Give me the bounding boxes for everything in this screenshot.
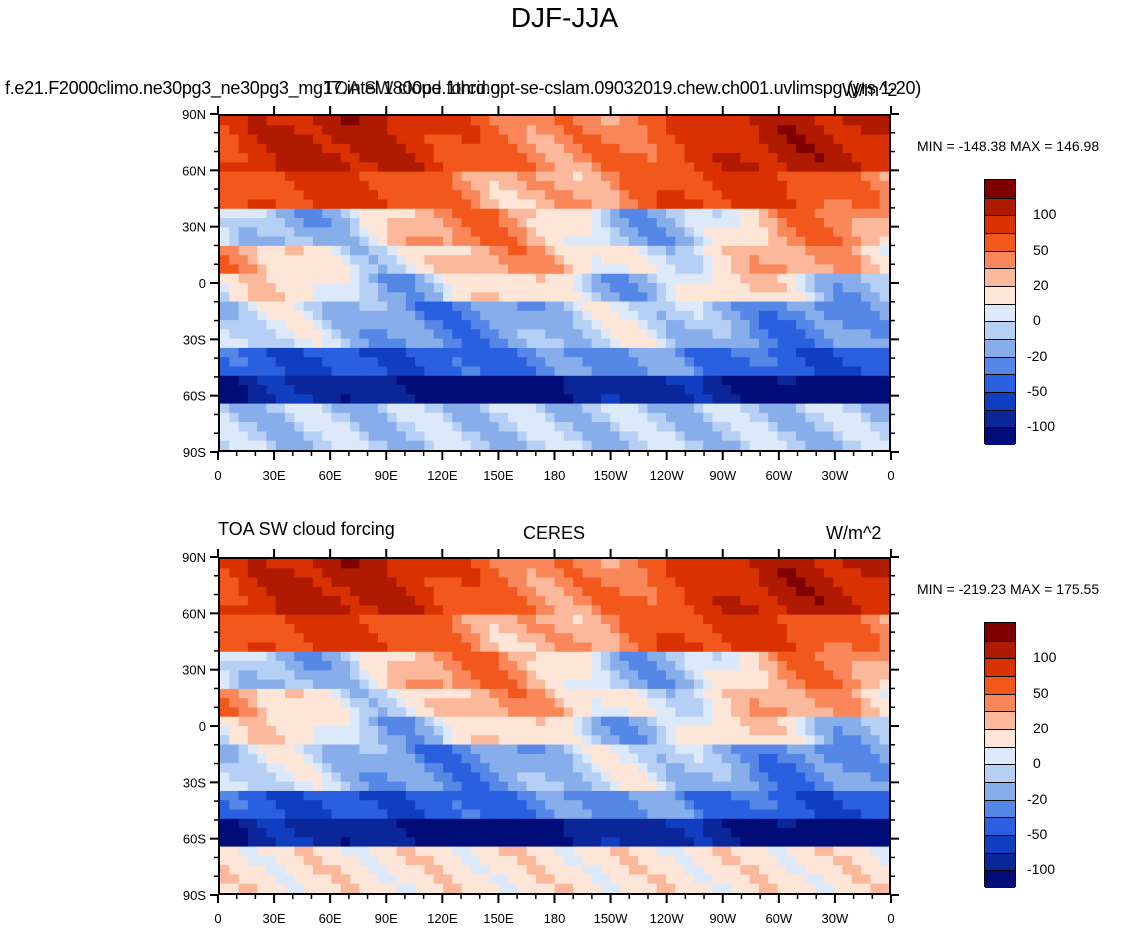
- lat-tick-label: 90S: [183, 445, 206, 460]
- lon-tick-label: 30E: [263, 911, 286, 926]
- lon-tick-label: 90E: [375, 911, 398, 926]
- colorbar-swatch: [985, 338, 1015, 357]
- colorbar-swatch: [985, 764, 1015, 782]
- lon-tick-label: 150W: [594, 911, 629, 926]
- lat-tick-label: 60S: [183, 832, 206, 847]
- colorbar-label: 0: [1033, 312, 1041, 329]
- figure-title: DJF-JJA: [510, 2, 619, 33]
- colorbar-label: 50: [1033, 241, 1049, 258]
- lon-tick-label: 60E: [319, 911, 342, 926]
- lat-tick-label: 30S: [183, 332, 206, 347]
- lon-tick-label: 60W: [765, 911, 792, 926]
- lat-tick-label: 90N: [182, 107, 206, 122]
- colorbar-label: -100: [1027, 418, 1056, 435]
- colorbar-label: -50: [1027, 826, 1048, 842]
- colorbar-swatch: [985, 356, 1015, 375]
- colorbar-swatch: [985, 285, 1015, 304]
- colorbar-swatch: [985, 834, 1015, 853]
- colorbar-label: 100: [1033, 649, 1057, 666]
- colorbar-label: 0: [1033, 755, 1041, 772]
- colorbar-swatch: [985, 623, 1015, 641]
- colorbar-label: -20: [1027, 347, 1048, 364]
- colorbar-swatch: [985, 799, 1015, 818]
- colorbar-swatch: [985, 675, 1015, 694]
- lat-tick-label: 90N: [182, 550, 206, 565]
- colorbar-swatch: [985, 852, 1015, 871]
- lon-tick-label: 60E: [319, 468, 342, 483]
- colorbar-swatch: [985, 374, 1015, 392]
- colorbar-swatch: [985, 427, 1015, 445]
- lat-tick-label: 30S: [183, 775, 206, 790]
- lat-tick-label: 30N: [182, 220, 206, 235]
- lon-tick-label: 120W: [650, 911, 685, 926]
- colorbar-swatch: [985, 870, 1015, 888]
- panel2-variable-title: TOA SW cloud forcing: [218, 519, 395, 539]
- lon-tick-label: 120E: [427, 911, 458, 926]
- lat-tick-label: 0: [199, 719, 206, 734]
- colorbar-swatch: [985, 197, 1015, 216]
- panel1-case-title: f.e21.F2000climo.ne30pg3_ne30pg3_mg17.in…: [5, 78, 921, 98]
- panel1-minmax: MIN = -148.38 MAX = 146.98: [917, 138, 1100, 154]
- colorbar-swatch: [985, 817, 1015, 835]
- colorbar-swatch: [985, 711, 1015, 729]
- panel1-variable-title: TOA SW cloud forcing: [323, 78, 501, 98]
- lat-tick-label: 60N: [182, 606, 206, 621]
- colorbar-label: -100: [1027, 861, 1056, 878]
- colorbar-label: 20: [1033, 720, 1049, 736]
- colorbar-swatch: [985, 180, 1015, 198]
- lon-tick-label: 90W: [709, 468, 736, 483]
- lat-tick-label: 0: [199, 276, 206, 291]
- lon-tick-label: 60W: [765, 468, 792, 483]
- colorbar-swatch: [985, 215, 1015, 233]
- lon-tick-label: 0: [887, 911, 894, 926]
- colorbar-label: -50: [1027, 383, 1048, 399]
- lon-tick-label: 30W: [822, 468, 849, 483]
- colorbar-swatch: [985, 728, 1015, 747]
- lon-tick-label: 90W: [709, 911, 736, 926]
- filled-contour-field: [220, 559, 889, 893]
- colorbar-swatch: [985, 746, 1015, 765]
- colorbar-label: 20: [1033, 277, 1049, 293]
- colorbar-label: 100: [1033, 206, 1057, 223]
- colorbar-swatch: [985, 250, 1015, 269]
- panel1-units: W/m^2: [842, 80, 898, 100]
- panel1-map: [218, 114, 891, 452]
- colorbar-swatch: [985, 303, 1015, 322]
- colorbar-label: 50: [1033, 684, 1049, 701]
- lon-tick-label: 150E: [483, 468, 514, 483]
- lat-tick-label: 90S: [183, 888, 206, 903]
- lon-tick-label: 120W: [650, 468, 685, 483]
- colorbar-swatch: [985, 409, 1015, 428]
- panel2-source-title: CERES: [522, 523, 586, 543]
- lon-tick-label: 0: [887, 468, 894, 483]
- panel2-minmax: MIN = -219.23 MAX = 175.55: [917, 581, 1100, 597]
- lon-tick-label: 150E: [483, 911, 514, 926]
- panel2-units: W/m^2: [826, 523, 882, 543]
- lon-tick-label: 30W: [822, 911, 849, 926]
- lat-tick-label: 60N: [182, 163, 206, 178]
- colorbar-swatch: [985, 781, 1015, 800]
- lon-tick-label: 150W: [594, 468, 629, 483]
- lon-tick-label: 30E: [263, 468, 286, 483]
- colorbar-swatch: [985, 232, 1015, 251]
- colorbar-label: -20: [1027, 790, 1048, 807]
- colorbar-swatch: [985, 693, 1015, 712]
- panel1-colorbar: [984, 179, 1016, 445]
- colorbar-swatch: [985, 391, 1015, 410]
- lon-tick-label: 0: [214, 468, 221, 483]
- filled-contour-field: [220, 116, 889, 450]
- lon-tick-label: 120E: [427, 468, 458, 483]
- lat-tick-label: 30N: [182, 663, 206, 678]
- lon-tick-label: 180: [544, 468, 566, 483]
- lon-tick-label: 180: [544, 911, 566, 926]
- colorbar-swatch: [985, 640, 1015, 659]
- colorbar-swatch: [985, 321, 1015, 339]
- lat-tick-label: 60S: [183, 389, 206, 404]
- lon-tick-label: 90E: [375, 468, 398, 483]
- panel2-map: [218, 557, 891, 895]
- panel2-colorbar: [984, 622, 1016, 888]
- colorbar-swatch: [985, 268, 1015, 286]
- colorbar-swatch: [985, 658, 1015, 676]
- lon-tick-label: 0: [214, 911, 221, 926]
